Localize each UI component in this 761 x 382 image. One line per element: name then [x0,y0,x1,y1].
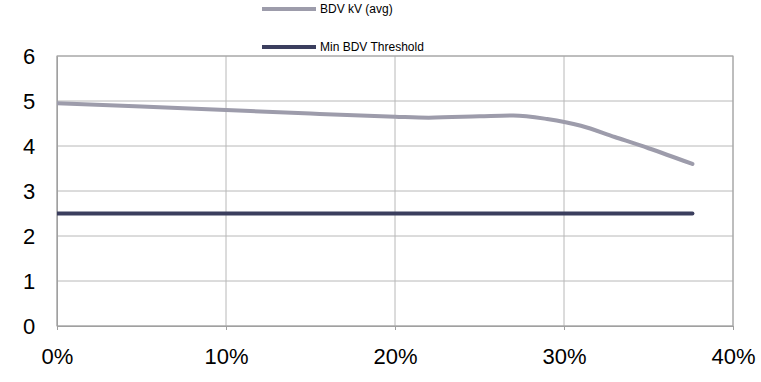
legend: BDV kV (avg) Min BDV Threshold [262,2,424,54]
y-tick: 3 [23,179,57,204]
x-axis: 0% 10% 20% 30% 40% [42,326,756,369]
y-tick-label: 6 [23,44,35,69]
legend-item: Min BDV Threshold [262,40,424,54]
x-tick-mark [733,326,734,330]
x-tick-label: 30% [542,344,586,369]
x-tick-mark [395,326,396,330]
legend-label: Min BDV Threshold [320,40,424,54]
grid-line-y [57,236,733,237]
legend-label: BDV kV (avg) [320,2,393,16]
series-group [57,103,692,213]
y-tick-label: 1 [23,269,35,294]
x-tick: 30% [542,326,586,369]
legend-swatch [262,7,316,11]
grid-line-y [57,281,733,282]
x-tick-mark [57,326,58,330]
legend-swatch [262,45,316,49]
y-tick: 1 [23,269,57,294]
x-tick-label: 20% [373,344,417,369]
plot-frame [57,56,733,326]
plot: 0% 10% 20% 30% 40% 0 1 2 3 4 5 6 [23,44,756,369]
y-axis-line [57,57,58,327]
y-tick-label: 4 [23,134,35,159]
chart: 0% 10% 20% 30% 40% 0 1 2 3 4 5 6 BDV kV (avg) Min BDV… [0,0,761,382]
y-tick-label: 0 [23,314,35,339]
grid-line-y [57,191,733,192]
x-tick: 10% [204,326,248,369]
x-tick-mark [226,326,227,330]
grid-line-y [57,101,733,102]
x-tick: 40% [711,326,755,369]
y-tick: 5 [23,89,57,114]
x-tick: 20% [373,326,417,369]
x-tick: 0% [42,326,74,369]
legend-item: BDV kV (avg) [262,2,393,16]
y-tick-label: 3 [23,179,35,204]
y-tick-label: 2 [23,224,35,249]
x-tick-label: 10% [204,344,248,369]
x-tick-label: 0% [42,344,74,369]
series-line [57,212,692,216]
series-line [57,103,692,164]
grid-line-y [57,146,733,147]
x-tick-label: 40% [711,344,755,369]
y-tick: 4 [23,134,57,159]
y-tick: 0 [23,314,57,339]
grid [57,56,733,326]
x-tick-mark [564,326,565,330]
y-tick: 2 [23,224,57,249]
y-axis: 0 1 2 3 4 5 6 [23,44,58,339]
y-tick-label: 5 [23,89,35,114]
y-tick: 6 [23,44,57,69]
